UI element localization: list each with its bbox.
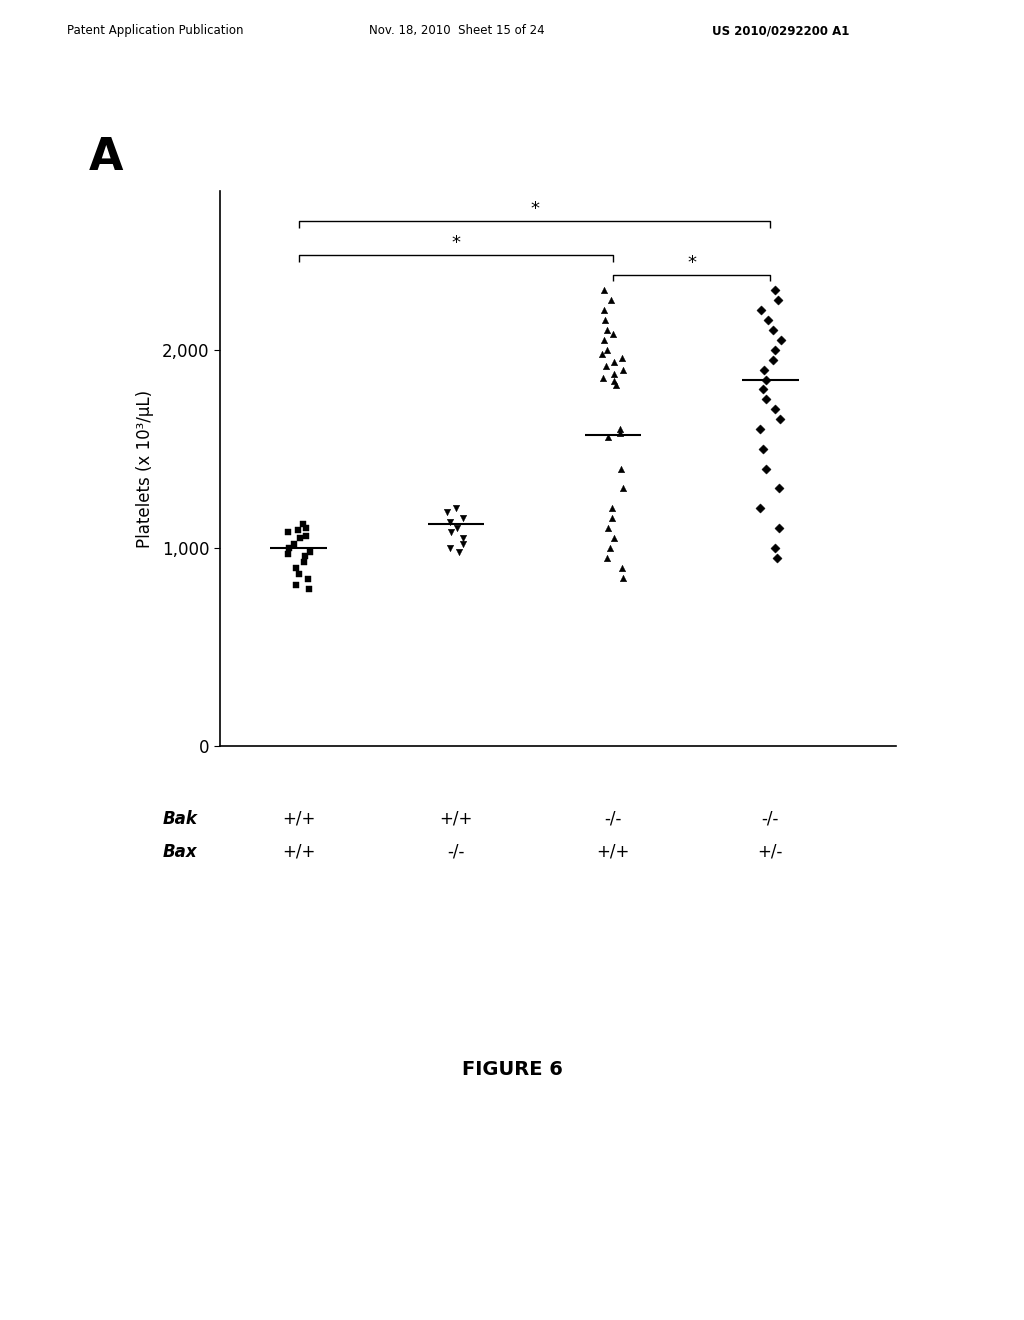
Point xyxy=(608,375,625,396)
Text: A: A xyxy=(88,136,123,180)
Point xyxy=(280,544,296,565)
Point xyxy=(602,537,618,558)
Point xyxy=(596,280,612,301)
Point xyxy=(614,568,631,589)
Point xyxy=(772,409,788,430)
Text: -/-: -/- xyxy=(447,842,465,861)
Point xyxy=(753,498,769,519)
Point xyxy=(291,562,307,583)
Point xyxy=(758,368,774,391)
Point xyxy=(770,290,786,312)
Point xyxy=(301,541,317,562)
Point xyxy=(451,541,467,562)
Point xyxy=(613,347,630,368)
Text: Nov. 18, 2010  Sheet 15 of 24: Nov. 18, 2010 Sheet 15 of 24 xyxy=(369,24,545,37)
Point xyxy=(455,527,471,549)
Point xyxy=(767,280,783,301)
Point xyxy=(611,418,628,440)
Point xyxy=(758,388,774,409)
Point xyxy=(606,527,623,549)
Point xyxy=(292,527,308,549)
Point xyxy=(294,513,310,535)
Point xyxy=(597,310,613,331)
Point xyxy=(596,300,612,321)
Point xyxy=(755,379,771,400)
Point xyxy=(604,323,621,345)
Text: FIGURE 6: FIGURE 6 xyxy=(462,1060,562,1078)
Point xyxy=(598,355,614,376)
Point xyxy=(298,517,314,539)
Point xyxy=(765,350,781,371)
Point xyxy=(771,478,787,499)
Point xyxy=(767,339,783,360)
Point xyxy=(598,546,614,568)
Point xyxy=(772,330,788,351)
Text: *: * xyxy=(530,201,539,218)
Point xyxy=(595,367,611,388)
Point xyxy=(301,578,317,599)
Point xyxy=(606,351,623,372)
Text: +/+: +/+ xyxy=(439,809,473,828)
Point xyxy=(599,426,615,447)
Point xyxy=(605,371,622,392)
Text: -/-: -/- xyxy=(604,809,622,828)
Point xyxy=(612,422,629,444)
Point xyxy=(755,438,771,459)
Point xyxy=(288,576,304,597)
Point xyxy=(599,339,615,360)
Point xyxy=(281,521,297,543)
Point xyxy=(765,319,781,341)
Text: +/+: +/+ xyxy=(282,809,315,828)
Point xyxy=(455,508,471,529)
Point xyxy=(441,511,458,532)
Text: Patent Application Publication: Patent Application Publication xyxy=(67,24,243,37)
Point xyxy=(300,569,316,590)
Point xyxy=(604,498,621,519)
Y-axis label: Platelets (x 10³/μL): Platelets (x 10³/μL) xyxy=(136,389,154,548)
Point xyxy=(770,517,786,539)
Point xyxy=(438,502,455,523)
Point xyxy=(758,458,774,479)
Point xyxy=(752,418,768,440)
Point xyxy=(281,537,297,558)
Point xyxy=(760,310,776,331)
Text: -/-: -/- xyxy=(762,809,779,828)
Text: US 2010/0292200 A1: US 2010/0292200 A1 xyxy=(712,24,849,37)
Point xyxy=(612,458,629,479)
Point xyxy=(599,319,615,341)
Point xyxy=(600,517,616,539)
Text: +/+: +/+ xyxy=(282,842,315,861)
Point xyxy=(296,552,312,573)
Point xyxy=(441,537,458,558)
Point xyxy=(286,533,302,554)
Point xyxy=(766,537,782,558)
Point xyxy=(594,343,610,364)
Point xyxy=(615,478,632,499)
Point xyxy=(288,557,304,578)
Text: Bax: Bax xyxy=(163,842,198,861)
Point xyxy=(596,330,612,351)
Point xyxy=(443,521,460,543)
Text: *: * xyxy=(452,234,461,252)
Point xyxy=(756,359,772,380)
Point xyxy=(449,498,465,519)
Point xyxy=(603,508,620,529)
Point xyxy=(449,517,465,539)
Point xyxy=(297,545,313,566)
Point xyxy=(767,399,783,420)
Point xyxy=(753,300,769,321)
Text: *: * xyxy=(687,253,696,272)
Text: Bak: Bak xyxy=(163,809,198,828)
Point xyxy=(769,546,785,568)
Point xyxy=(614,359,631,380)
Text: +/-: +/- xyxy=(758,842,783,861)
Point xyxy=(455,533,471,554)
Point xyxy=(290,519,306,541)
Point xyxy=(603,290,620,312)
Text: +/+: +/+ xyxy=(596,842,630,861)
Point xyxy=(614,557,631,578)
Point xyxy=(606,363,623,384)
Point xyxy=(297,525,313,546)
